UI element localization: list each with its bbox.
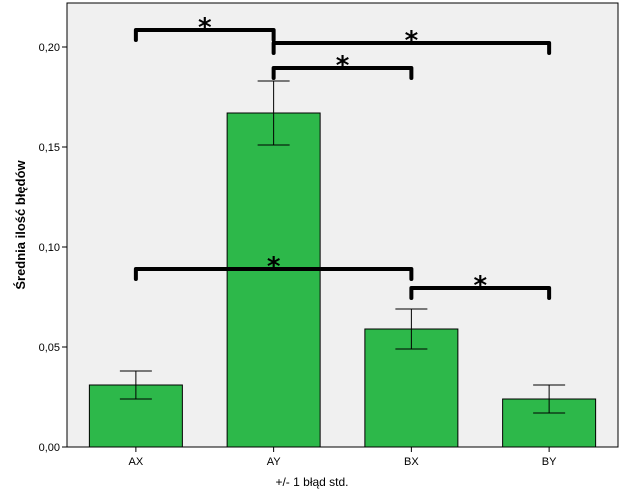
significance-star: * xyxy=(336,51,350,81)
significance-bracket-ax-bx xyxy=(133,267,414,281)
significance-bracket-bx-by xyxy=(409,286,552,300)
x-tick-label-by: BY xyxy=(542,456,557,468)
significance-star: * xyxy=(198,13,212,43)
error-bars xyxy=(119,80,566,414)
x-axis: AX AY BX BY xyxy=(129,447,557,468)
significance-star: * xyxy=(267,252,281,282)
significance-star: * xyxy=(473,271,487,301)
x-tick-label-ax: AX xyxy=(129,456,144,468)
y-tick-label: 0,20 xyxy=(39,42,60,54)
significance-bracket-ay-by xyxy=(271,41,552,55)
significance-brackets: * * * * * xyxy=(133,13,552,301)
x-tick-label-bx: BX xyxy=(404,456,419,468)
significance-star: * xyxy=(405,26,419,56)
y-tick-label: 0,05 xyxy=(39,342,60,354)
y-axis-title: Średnia ilość błędów xyxy=(13,159,28,289)
significance-bracket-ax-ay xyxy=(133,28,276,42)
y-tick-label: 0,00 xyxy=(39,442,60,454)
plot-area xyxy=(66,2,619,448)
y-tick-label: 0,10 xyxy=(39,242,60,254)
x-axis-title: +/- 1 błąd std. xyxy=(275,475,348,489)
x-tick-label-ay: AY xyxy=(267,456,282,468)
y-tick-label: 0,15 xyxy=(39,142,60,154)
significance-bracket-ay-bx xyxy=(271,66,414,80)
y-axis: 0,00 0,05 0,10 0,15 0,20 xyxy=(39,42,67,454)
